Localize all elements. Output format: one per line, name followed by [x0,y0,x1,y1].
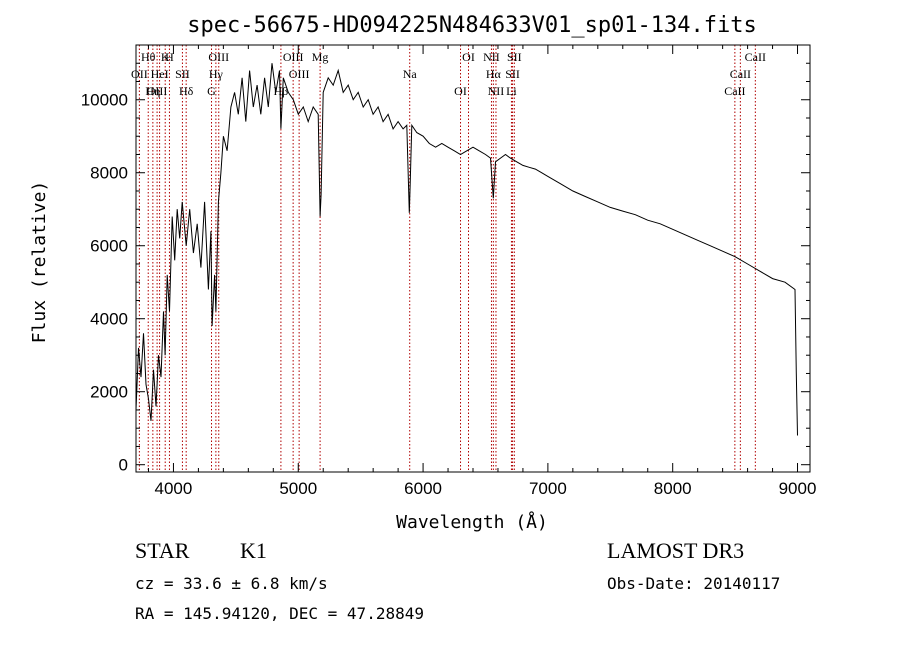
y-axis-ticks: 0 2000 4000 6000 8000 10000 [81,62,810,475]
spectral-line-label: CaII [724,84,745,98]
spectral-line-label: SII [507,50,522,64]
spectral-line-label: Hθ [141,50,156,64]
x-tick-label: 7000 [529,479,567,498]
spectral-line-label: CaII [730,67,751,81]
spectral-line-label: G [207,84,216,98]
spectral-line-label: OII [131,67,148,81]
observation-date: Obs-Date: 20140117 [607,574,780,593]
y-tick-label: 8000 [90,164,128,183]
x-tick-label: 9000 [779,479,817,498]
spectral-line-labels: HθOIIOIIIKHeIHηHSIIHδOIIIHγGOIIIOIIIHβMg… [131,50,766,98]
spectral-line-label: K [161,50,170,64]
x-tick-label: 6000 [404,479,442,498]
object-class: STAR [135,538,190,563]
spectral-line-label: HeI [151,67,169,81]
spectral-line-label: OIII [208,50,229,64]
y-tick-label: 2000 [90,383,128,402]
spectral-line-label: Hη [145,84,160,98]
spectral-line-label: SII [175,67,190,81]
y-tick-label: 6000 [90,237,128,256]
spectral-line-markers [138,45,756,472]
spectral-line-label: Hα [486,67,502,81]
spectral-line-label: Hβ [274,84,289,98]
ra-dec-coordinates: RA = 145.94120, DEC = 47.28849 [135,604,424,623]
redshift-cz: cz = 33.6 ± 6.8 km/s [135,574,328,593]
spectral-line-label: Na [403,67,418,81]
spectrum-series-line [135,63,798,436]
spectral-line-label: OIII [283,50,304,64]
x-axis-label: Wavelength (Å) [396,511,548,533]
spectral-line-label: OIII [147,84,168,98]
y-tick-label: 10000 [81,91,128,110]
x-axis-ticks: 4000 5000 6000 7000 8000 9000 [147,45,817,498]
spectral-line-label: NII [483,50,500,64]
spectral-line-label: SII [505,67,520,81]
spectral-line-label: Hγ [209,67,224,81]
y-tick-label: 4000 [90,310,128,329]
spectral-line-label: H [165,50,174,64]
x-tick-label: 5000 [279,479,317,498]
survey-name: LAMOST DR3 [607,538,744,563]
spectral-line-label: Hδ [179,84,194,98]
x-tick-label: 4000 [155,479,193,498]
spectral-line-label: NII [488,84,505,98]
chart-title: spec-56675-HD094225N484633V01_sp01-134.f… [187,13,757,38]
spectral-line-label: Mg [312,50,329,64]
spectral-line-label: CaII [745,50,766,64]
y-axis-label: Flux (relative) [29,181,50,344]
y-tick-label: 0 [119,456,128,475]
spectral-line-label: OIII [289,67,310,81]
x-tick-label: 8000 [654,479,692,498]
spectral-line-label: OI [462,50,475,64]
spectral-line-label: OI [454,84,467,98]
object-subclass: K1 [240,538,267,563]
spectral-line-label: Li [506,84,517,98]
